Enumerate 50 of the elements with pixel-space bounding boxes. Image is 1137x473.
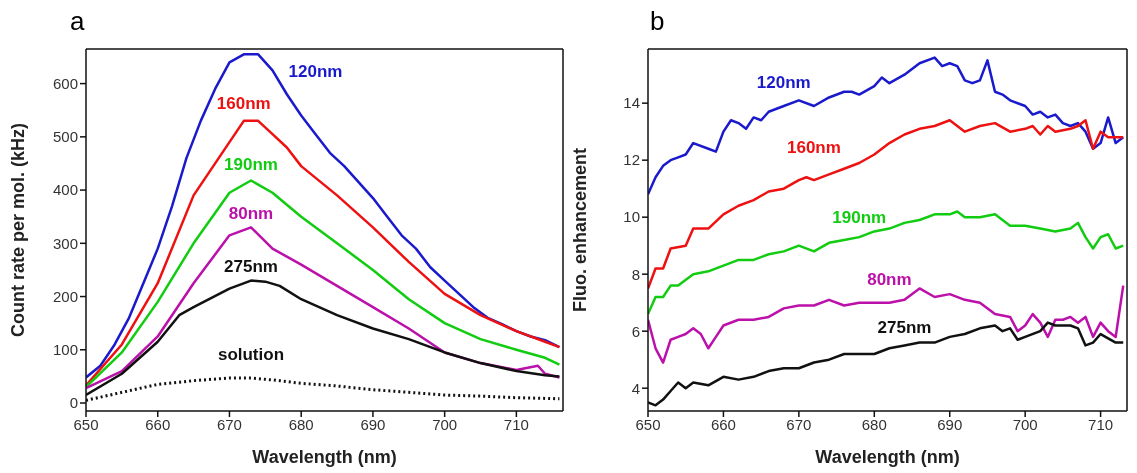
y-tick-label: 100 [52, 341, 78, 359]
series-label: 190nm [224, 154, 278, 174]
y-tick-label: 14 [623, 94, 640, 112]
x-tick-label: 680 [288, 415, 314, 433]
series-label: 80nm [228, 203, 274, 223]
series-label: solution [217, 345, 285, 365]
x-tick-label: 710 [1088, 415, 1114, 433]
x-tick-label: 690 [360, 415, 386, 433]
y-tick-label: 400 [52, 181, 78, 199]
y-tick-label: 200 [52, 287, 78, 305]
x-tick-label: 670 [786, 415, 812, 433]
series-label: 275nm [224, 257, 278, 277]
x-tick-label: 690 [937, 415, 963, 433]
x-tick-label: 680 [861, 415, 887, 433]
x-tick-label: 700 [1012, 415, 1038, 433]
y-tick-label: 6 [631, 322, 640, 340]
series-label: 160nm [787, 137, 841, 157]
chart-title: a [70, 6, 85, 37]
y-tick-label: 500 [52, 128, 78, 146]
series-label: 120nm [288, 61, 343, 81]
chart-title: b [650, 6, 665, 37]
line-series [86, 179, 561, 389]
series-label: 190nm [832, 207, 887, 227]
y-axis-title: Fluo. enhancement [570, 147, 591, 313]
x-tick-label: 650 [635, 415, 661, 433]
x-tick-label: 700 [432, 415, 458, 433]
line-series [86, 119, 561, 387]
y-tick-label: 600 [52, 74, 78, 92]
line-series [648, 56, 1125, 196]
x-tick-label: 650 [73, 415, 99, 433]
line-series [648, 119, 1125, 290]
y-tick-label: 8 [631, 265, 640, 283]
x-tick-label: 660 [710, 415, 736, 433]
y-tick-label: 12 [623, 151, 640, 169]
x-tick-label: 710 [503, 415, 529, 433]
y-tick-label: 4 [631, 379, 640, 397]
y-tick-label: 10 [623, 208, 640, 226]
x-tick-label: 670 [216, 415, 242, 433]
y-axis-title: Count rate per mol. (kHz) [8, 122, 29, 338]
series-label: 160nm [216, 94, 271, 114]
x-tick-label: 660 [145, 415, 171, 433]
series-label: 80nm [867, 270, 912, 290]
y-tick-label: 300 [52, 234, 78, 252]
series-label: 275nm [877, 317, 932, 337]
line-series [648, 210, 1125, 316]
x-axis-title: Wavelength (nm) [252, 447, 397, 467]
x-axis-title: Wavelength (nm) [815, 447, 960, 467]
y-tick-label: 0 [69, 394, 78, 412]
line-series [648, 284, 1125, 364]
series-label: 120nm [756, 73, 811, 93]
